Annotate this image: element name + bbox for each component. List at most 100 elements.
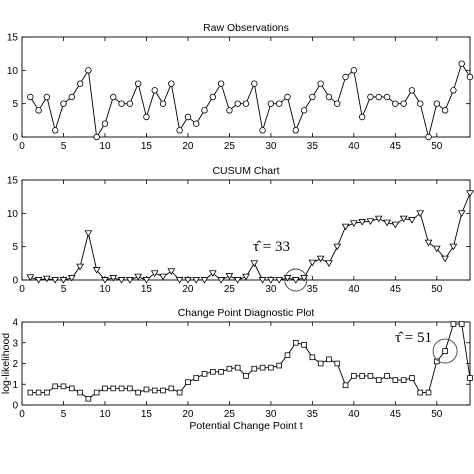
data-point [35,107,42,114]
x-tick-label: 0 [19,141,25,152]
series-line [30,193,471,281]
data-point [175,277,184,284]
data-point [366,218,375,226]
data-point [76,263,84,271]
x-tick-label: 10 [99,141,111,152]
data-point [42,275,51,283]
x-tick-label: 0 [19,284,25,295]
data-point [218,368,224,375]
data-point [268,364,274,371]
data-point [150,270,159,278]
y-tick-label: 0 [12,133,18,144]
data-point [102,385,108,392]
data-point [34,277,43,284]
data-point [259,127,266,134]
data-point [275,277,284,284]
data-point [458,60,465,67]
data-point [317,80,324,87]
panel-title: Change Point Diagnostic Plot [178,307,315,319]
data-point [333,243,342,251]
x-tick-label: 40 [348,409,360,420]
data-point [127,385,133,392]
data-point [450,321,457,327]
data-point [60,100,67,107]
panel-2: CUSUM Chart 0 5 10 15 20 25 30 35 40 45 50 0 5 10 15 τ̂ … [7,165,474,295]
data-point [118,385,125,392]
data-point [77,389,83,396]
y-tick-label: 3 [12,338,18,349]
data-point [424,239,433,247]
data-point [292,127,299,134]
panel-title: Raw Observations [203,22,289,34]
data-point [375,377,382,383]
data-point [325,260,333,268]
data-point [358,219,367,226]
data-point [326,356,332,363]
data-point [466,73,474,81]
data-point [142,277,151,284]
data-point [367,93,374,101]
data-point [449,243,458,251]
data-point [151,87,158,94]
data-point [51,127,59,134]
data-point [151,387,158,394]
y-tick-label: 4 [12,318,18,329]
data-point [334,360,341,367]
data-point [200,277,209,284]
data-point [168,80,175,87]
x-tick-label: 50 [431,284,443,295]
data-point [84,230,93,238]
data-point [258,277,267,284]
data-point [101,120,109,127]
panel-title: CUSUM Chart [212,165,279,177]
data-point [316,255,325,263]
x-tick-label: 40 [348,141,360,152]
data-point [342,382,349,389]
data-point [118,100,125,107]
data-point [259,364,266,371]
data-point [44,389,50,396]
data-point [168,385,175,392]
data-point [309,93,316,101]
x-tick-label: 10 [99,409,111,420]
data-point [367,373,374,379]
x-tick-label: 45 [390,284,402,295]
data-point [300,275,308,282]
data-point [225,273,234,280]
x-tick-label: 0 [19,409,25,420]
y-tick-label: 15 [7,176,19,187]
x-tick-label: 25 [224,141,236,152]
data-point [416,210,425,218]
data-point [134,80,142,87]
data-point [450,87,457,94]
data-point [184,113,192,121]
data-point [400,377,407,383]
x-tick-label: 30 [265,141,277,152]
data-point [159,100,167,107]
data-point [93,133,100,141]
data-point [76,80,84,87]
data-point [193,120,200,127]
data-point [184,277,192,284]
data-point [217,80,225,87]
data-point [458,321,465,327]
data-point [374,215,383,223]
data-point [275,100,283,107]
y-tick-label: 15 [7,33,19,44]
data-point [209,93,217,101]
y-tick-label: 0 [12,276,18,287]
panel-1: Raw Observations 0 5 10 15 20 25 30 35 40 45 50 0 5 10… [7,22,474,152]
y-tick-label: 2 [12,359,18,370]
y-axis-label: log-likelihood [0,333,12,394]
data-point [176,389,183,396]
data-point [375,93,382,101]
x-tick-label: 5 [61,284,67,295]
x-tick-label: 50 [431,409,443,420]
data-point [92,267,101,274]
x-tick-label: 20 [182,284,194,295]
series-line [29,62,471,139]
data-point [392,100,399,107]
x-tick-label: 35 [307,409,319,420]
data-point [276,362,282,369]
